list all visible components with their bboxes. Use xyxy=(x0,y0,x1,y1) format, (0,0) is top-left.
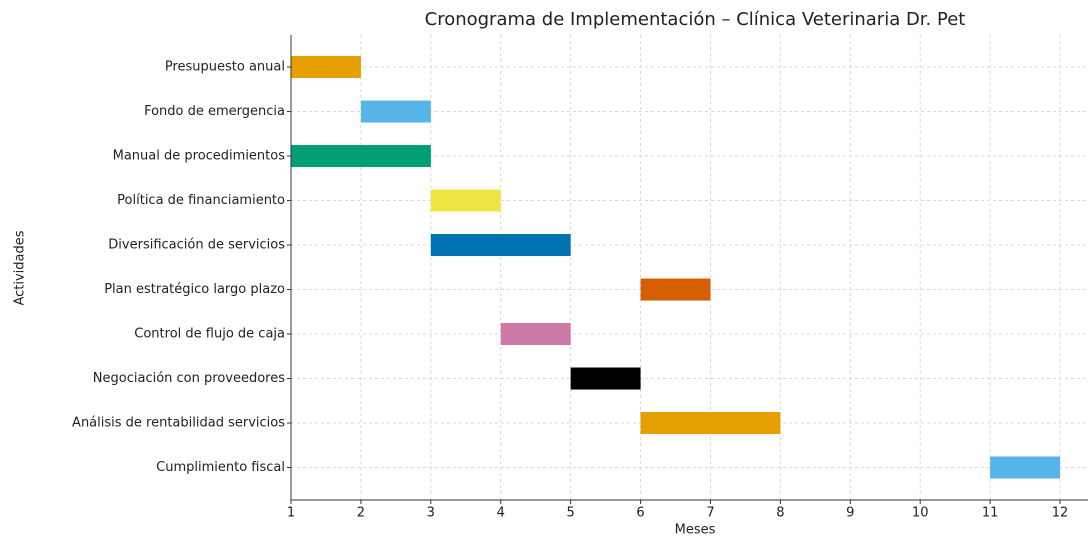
x-tick-label: 3 xyxy=(427,506,435,521)
bar xyxy=(430,234,571,257)
x-tick-label: 9 xyxy=(846,506,854,521)
bar xyxy=(640,412,781,435)
bar xyxy=(291,56,361,79)
y-tick-label: Análisis de rentabilidad servicios xyxy=(72,416,285,431)
y-tick-label: Control de flujo de caja xyxy=(134,327,285,342)
bar xyxy=(291,145,431,168)
bar xyxy=(570,367,641,390)
bar xyxy=(360,100,431,123)
x-tick-label: 12 xyxy=(1052,506,1069,521)
x-tick-label: 7 xyxy=(706,506,714,521)
x-tick-label: 10 xyxy=(912,506,929,521)
x-tick-label: 5 xyxy=(567,506,575,521)
x-tick-label: 1 xyxy=(287,506,295,521)
bar xyxy=(430,189,501,212)
y-axis-label: Actividades xyxy=(13,230,28,305)
y-tick-label: Manual de procedimientos xyxy=(113,149,286,164)
y-tick-label: Diversificación de servicios xyxy=(108,238,285,253)
y-tick-label: Fondo de emergencia xyxy=(144,104,285,119)
chart-title: Cronograma de Implementación – Clínica V… xyxy=(425,9,966,30)
y-tick-label: Presupuesto anual xyxy=(165,60,285,75)
x-tick-label: 2 xyxy=(357,506,365,521)
x-tick-label: 8 xyxy=(776,506,784,521)
y-tick-label: Política de financiamiento xyxy=(117,193,285,208)
x-axis-label: Meses xyxy=(675,523,716,538)
x-tick-label: 6 xyxy=(636,506,644,521)
y-tick-label: Plan estratégico largo plazo xyxy=(104,282,285,297)
bar xyxy=(990,456,1061,479)
bar xyxy=(640,278,711,301)
x-tick-label: 4 xyxy=(497,506,505,521)
bar xyxy=(500,323,571,346)
x-tick-label: 11 xyxy=(982,506,999,521)
y-tick-label: Negociación con proveedores xyxy=(93,371,285,386)
y-tick-label: Cumplimiento fiscal xyxy=(156,460,285,475)
